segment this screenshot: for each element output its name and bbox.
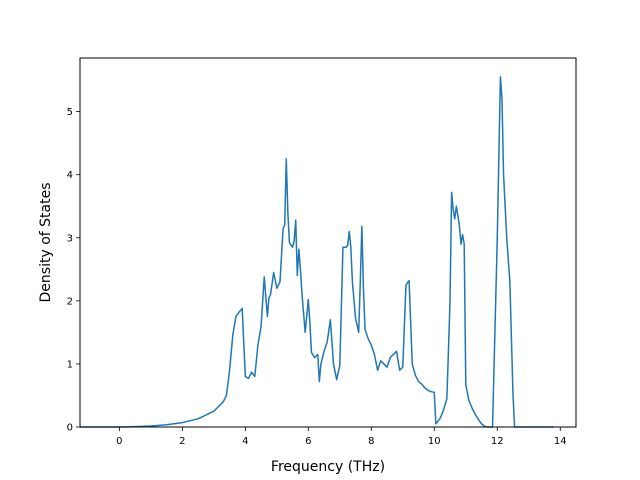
y-tick-label: 4 xyxy=(67,170,73,181)
y-axis-label: Density of States xyxy=(38,183,54,303)
x-axis-ticks: 0 2 4 6 8 10 12 14 xyxy=(116,427,567,447)
x-tick-label: 10 xyxy=(428,436,441,447)
x-tick-label: 4 xyxy=(242,436,248,447)
x-tick-label: 12 xyxy=(491,436,504,447)
x-axis-label: Frequency (THz) xyxy=(271,459,385,475)
y-tick-label: 0 xyxy=(67,423,73,434)
x-tick-label: 8 xyxy=(368,436,374,447)
x-tick-label: 14 xyxy=(554,436,567,447)
x-tick-label: 2 xyxy=(179,436,185,447)
axes-frame xyxy=(79,57,577,428)
y-tick-label: 5 xyxy=(67,107,73,118)
x-tick-label: 6 xyxy=(305,436,311,447)
y-tick-label: 2 xyxy=(67,296,73,307)
series-layer xyxy=(80,76,554,428)
y-tick-label: 3 xyxy=(67,233,73,244)
y-tick-label: 1 xyxy=(67,359,73,370)
y-axis-ticks: 0 1 2 3 4 5 xyxy=(67,107,80,434)
x-tick-label: 0 xyxy=(116,436,122,447)
series-line-0 xyxy=(80,76,554,428)
